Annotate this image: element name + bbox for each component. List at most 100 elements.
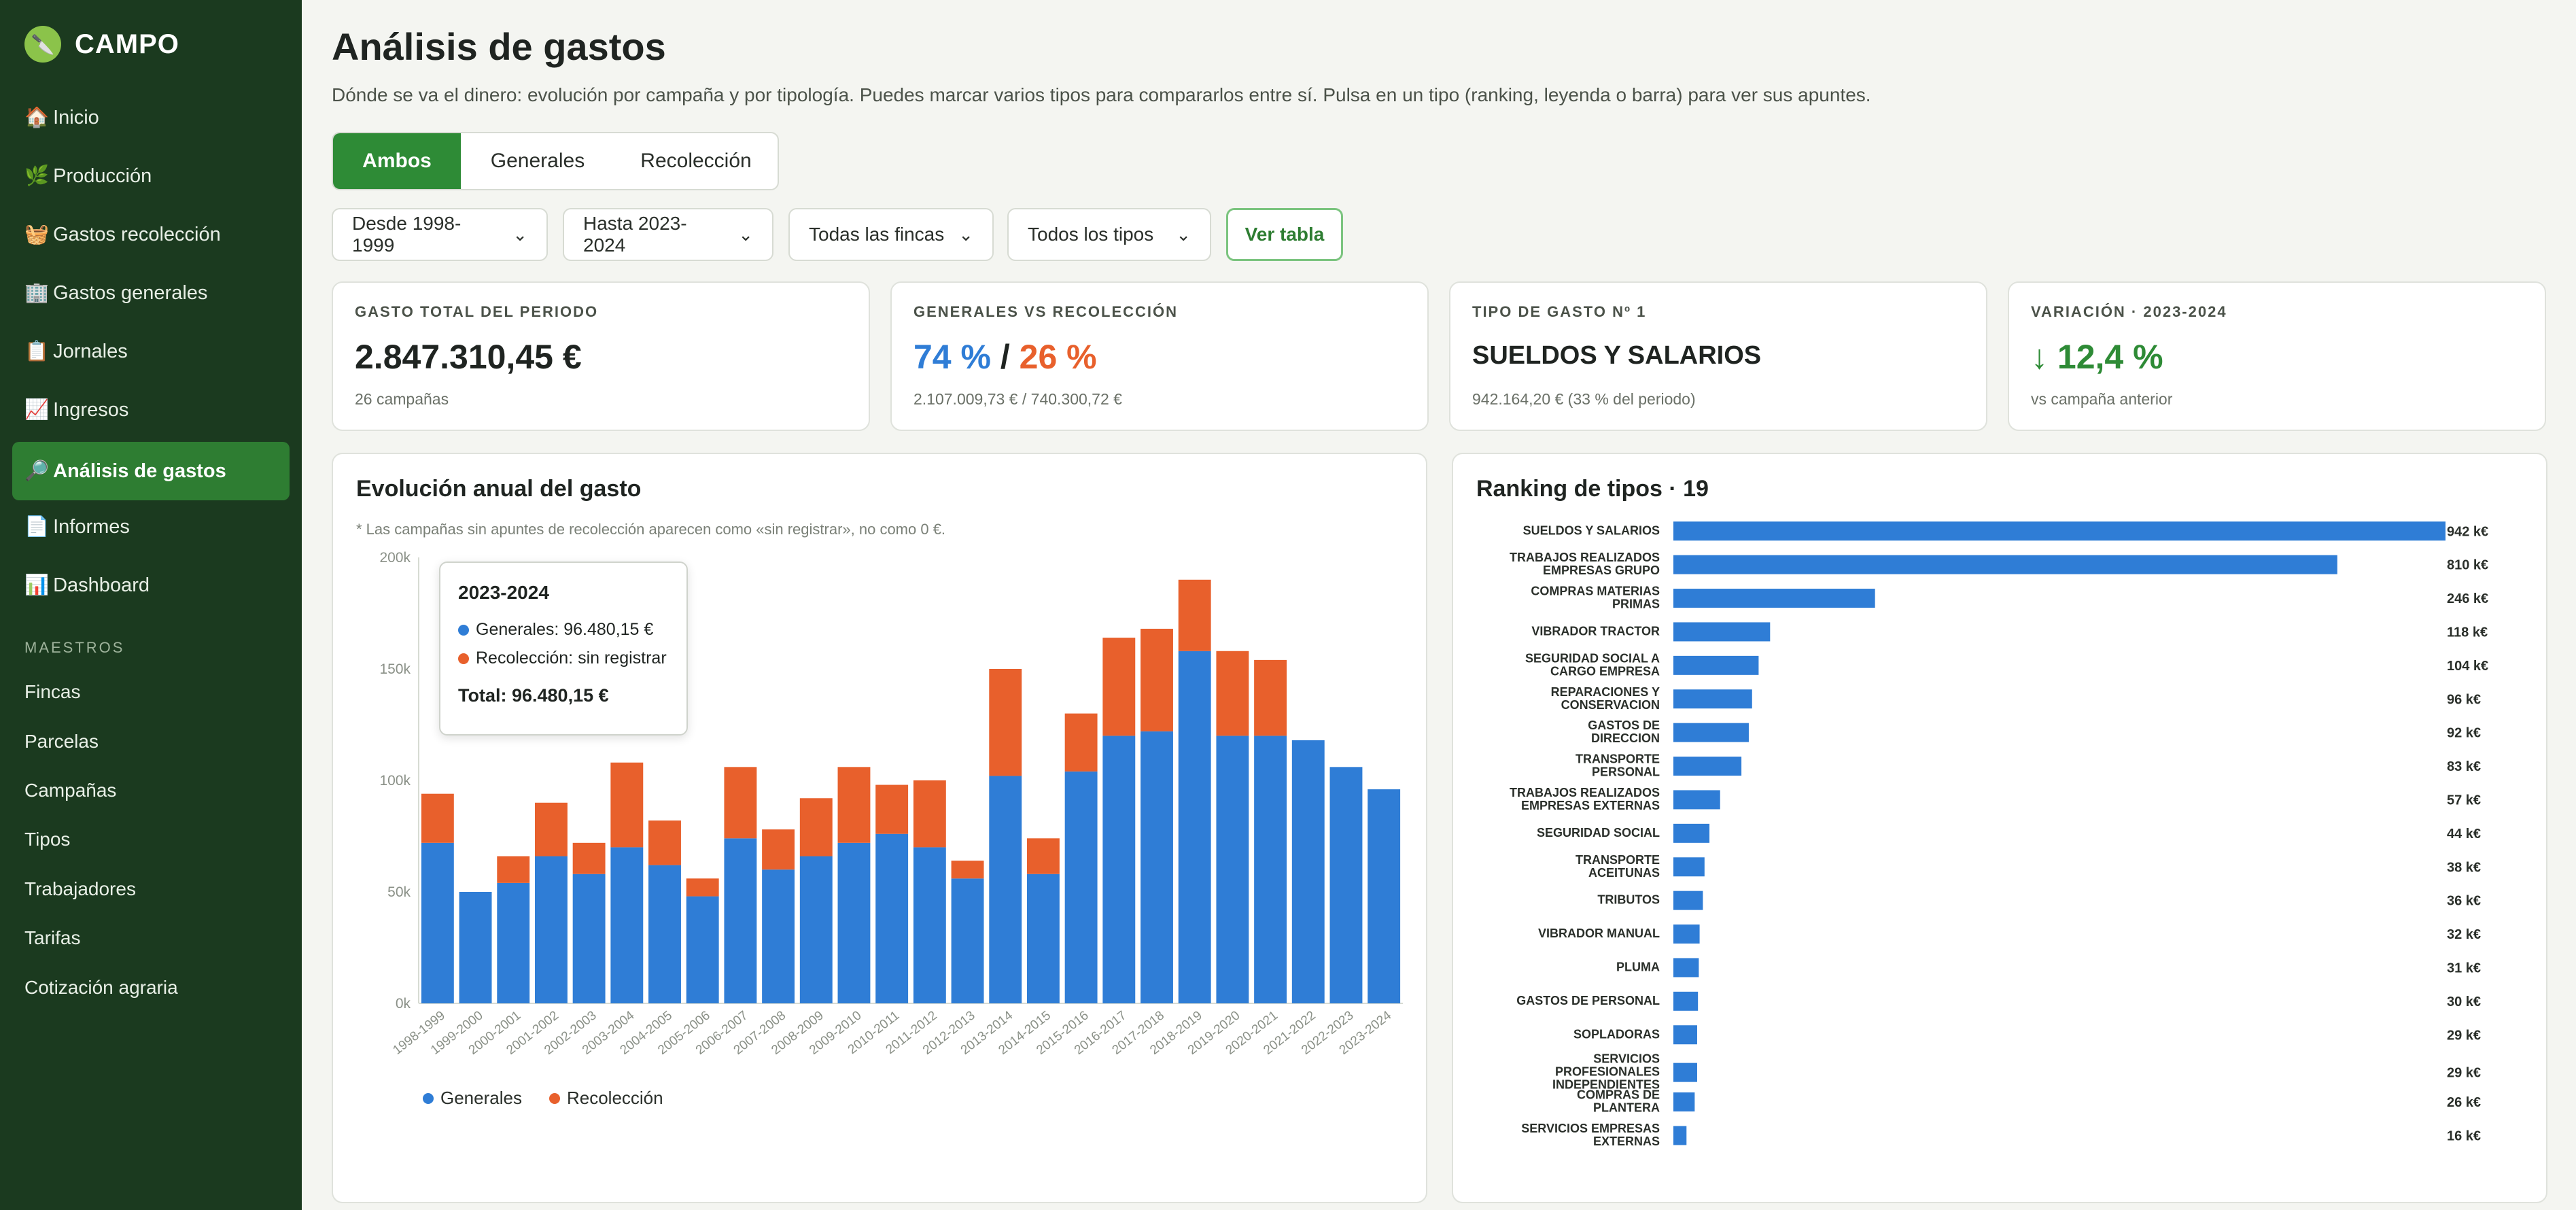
bar-generales[interactable] bbox=[762, 869, 795, 1003]
brand[interactable]: 🔪 CAMPO bbox=[24, 26, 179, 63]
bar-generales[interactable] bbox=[1291, 740, 1325, 1003]
ver-tabla-button[interactable]: Ver tabla bbox=[1226, 208, 1343, 261]
ranking-category-label[interactable]: PLANTERA bbox=[1593, 1101, 1660, 1115]
ranking-category-label[interactable]: COMPRAS MATERIAS bbox=[1531, 585, 1660, 598]
nav-item-informes[interactable]: 📄 Informes bbox=[12, 498, 290, 556]
segment-generales[interactable]: Generales bbox=[490, 150, 585, 172]
ranking-category-label[interactable]: REPARACIONES Y bbox=[1551, 685, 1660, 699]
bar-generales[interactable] bbox=[610, 847, 644, 1003]
ranking-category-label[interactable]: EXTERNAS bbox=[1593, 1135, 1660, 1148]
bar-recoleccion[interactable] bbox=[762, 829, 795, 870]
nav-item-inicio[interactable]: 🏠 Inicio bbox=[12, 88, 290, 147]
fincas-select[interactable]: Todas las fincas ⌄ bbox=[788, 208, 994, 261]
bar-generales[interactable] bbox=[1216, 736, 1249, 1003]
desde-select[interactable]: Desde 1998-1999 ⌄ bbox=[332, 208, 548, 261]
ranking-bar[interactable] bbox=[1673, 823, 1710, 843]
bar-recoleccion[interactable] bbox=[951, 861, 984, 879]
ranking-category-label[interactable]: TRANSPORTE bbox=[1576, 853, 1660, 867]
bar-recoleccion[interactable] bbox=[913, 780, 946, 848]
bar-recoleccion[interactable] bbox=[610, 762, 644, 848]
nav-item-analisis-gastos[interactable]: 🔎 Análisis de gastos bbox=[12, 442, 290, 500]
ranking-bar[interactable] bbox=[1673, 521, 2446, 541]
bar-generales[interactable] bbox=[421, 842, 454, 1003]
nav-item-gastos-generales[interactable]: 🏢 Gastos generales bbox=[12, 264, 290, 322]
bar-generales[interactable] bbox=[534, 856, 568, 1003]
segment-recoleccion[interactable]: Recolección bbox=[640, 150, 752, 172]
ranking-bar[interactable] bbox=[1673, 857, 1705, 877]
ranking-category-label[interactable]: VIBRADOR MANUAL bbox=[1538, 927, 1660, 940]
bar-generales[interactable] bbox=[1329, 767, 1363, 1003]
bar-generales[interactable] bbox=[572, 874, 606, 1003]
ranking-category-label[interactable]: SUELDOS Y SALARIOS bbox=[1523, 523, 1660, 537]
ranking-bar[interactable] bbox=[1673, 622, 1771, 642]
ranking-category-label[interactable]: SEGURIDAD SOCIAL A bbox=[1525, 651, 1660, 665]
legend-recoleccion[interactable]: Recolección bbox=[549, 1088, 663, 1109]
ranking-bar[interactable] bbox=[1673, 958, 1699, 978]
ranking-category-label[interactable]: SEGURIDAD SOCIAL bbox=[1537, 826, 1660, 840]
bar-recoleccion[interactable] bbox=[1102, 638, 1136, 736]
ranking-category-label[interactable]: SERVICIOS bbox=[1593, 1052, 1660, 1066]
maestros-item-tarifas[interactable]: Tarifas bbox=[24, 927, 81, 948]
ranking-category-label[interactable]: CONSERVACION bbox=[1561, 698, 1660, 712]
tipos-select[interactable]: Todos los tipos ⌄ bbox=[1007, 208, 1211, 261]
ranking-bar[interactable] bbox=[1673, 1126, 1687, 1145]
ranking-bar[interactable] bbox=[1673, 757, 1742, 776]
bar-recoleccion[interactable] bbox=[724, 767, 757, 839]
ranking-category-label[interactable]: VIBRADOR TRACTOR bbox=[1531, 624, 1660, 638]
ranking-category-label[interactable]: SOPLADORAS bbox=[1573, 1027, 1660, 1041]
bar-recoleccion[interactable] bbox=[648, 820, 681, 865]
maestros-item-tipos[interactable]: Tipos bbox=[24, 829, 71, 850]
segment-ambos[interactable]: Ambos bbox=[333, 133, 461, 189]
ranking-bar[interactable] bbox=[1673, 589, 1875, 608]
ranking-bar[interactable] bbox=[1673, 924, 1700, 944]
ranking-bar[interactable] bbox=[1673, 891, 1703, 910]
ranking-category-label[interactable]: INDEPENDIENTES bbox=[1552, 1078, 1660, 1092]
bar-generales[interactable] bbox=[837, 842, 871, 1003]
bar-generales[interactable] bbox=[1178, 651, 1211, 1003]
bar-recoleccion[interactable] bbox=[837, 767, 871, 843]
ranking-bar[interactable] bbox=[1673, 1025, 1697, 1045]
ranking-category-label[interactable]: COMPRAS DE bbox=[1577, 1088, 1660, 1102]
ranking-category-label[interactable]: ACEITUNAS bbox=[1588, 866, 1660, 880]
nav-item-dashboard[interactable]: 📊 Dashboard bbox=[12, 556, 290, 615]
maestros-item-trabajadores[interactable]: Trabajadores bbox=[24, 878, 136, 899]
ranking-category-label[interactable]: TRABAJOS REALIZADOS bbox=[1510, 786, 1660, 799]
bar-generales[interactable] bbox=[1368, 789, 1401, 1003]
ranking-bar[interactable] bbox=[1673, 555, 2337, 574]
bar-recoleccion[interactable] bbox=[421, 793, 454, 843]
bar-generales[interactable] bbox=[459, 892, 492, 1003]
bar-recoleccion[interactable] bbox=[1141, 628, 1173, 731]
bar-generales[interactable] bbox=[1026, 874, 1060, 1003]
bar-recoleccion[interactable] bbox=[572, 842, 606, 874]
nav-item-ingresos[interactable]: 📈 Ingresos bbox=[12, 381, 290, 439]
nav-item-produccion[interactable]: 🌿 Producción bbox=[12, 147, 290, 205]
ranking-bar[interactable] bbox=[1673, 991, 1699, 1011]
ranking-category-label[interactable]: PLUMA bbox=[1616, 960, 1660, 973]
ranking-category-label[interactable]: TRIBUTOS bbox=[1597, 893, 1660, 907]
bar-recoleccion[interactable] bbox=[989, 669, 1022, 776]
bar-generales[interactable] bbox=[686, 896, 719, 1003]
ranking-category-label[interactable]: PROFESIONALES bbox=[1555, 1065, 1660, 1079]
bar-recoleccion[interactable] bbox=[497, 856, 530, 883]
ranking-category-label[interactable]: GASTOS DE bbox=[1588, 719, 1660, 732]
bar-generales[interactable] bbox=[1102, 736, 1136, 1003]
ranking-bar[interactable] bbox=[1673, 723, 1749, 742]
bar-recoleccion[interactable] bbox=[1254, 659, 1287, 736]
ranking-bar[interactable] bbox=[1673, 1092, 1695, 1112]
bar-recoleccion[interactable] bbox=[1026, 838, 1060, 874]
ranking-category-label[interactable]: CARGO EMPRESA bbox=[1550, 664, 1660, 678]
bar-generales[interactable] bbox=[875, 833, 909, 1003]
maestros-item-campanas[interactable]: Campañas bbox=[24, 780, 117, 801]
bar-generales[interactable] bbox=[989, 776, 1022, 1003]
maestros-item-fincas[interactable]: Fincas bbox=[24, 681, 81, 702]
bar-generales[interactable] bbox=[724, 838, 757, 1003]
bar-generales[interactable] bbox=[1254, 736, 1287, 1003]
bar-recoleccion[interactable] bbox=[686, 878, 719, 897]
nav-item-gastos-recoleccion[interactable]: 🧺 Gastos recolección bbox=[12, 205, 290, 264]
bar-recoleccion[interactable] bbox=[534, 802, 568, 857]
bar-generales[interactable] bbox=[648, 865, 681, 1003]
bar-recoleccion[interactable] bbox=[1064, 713, 1098, 772]
maestros-item-parcelas[interactable]: Parcelas bbox=[24, 731, 99, 752]
ranking-category-label[interactable]: DIRECCION bbox=[1591, 731, 1660, 745]
ranking-category-label[interactable]: TRANSPORTE bbox=[1576, 753, 1660, 766]
